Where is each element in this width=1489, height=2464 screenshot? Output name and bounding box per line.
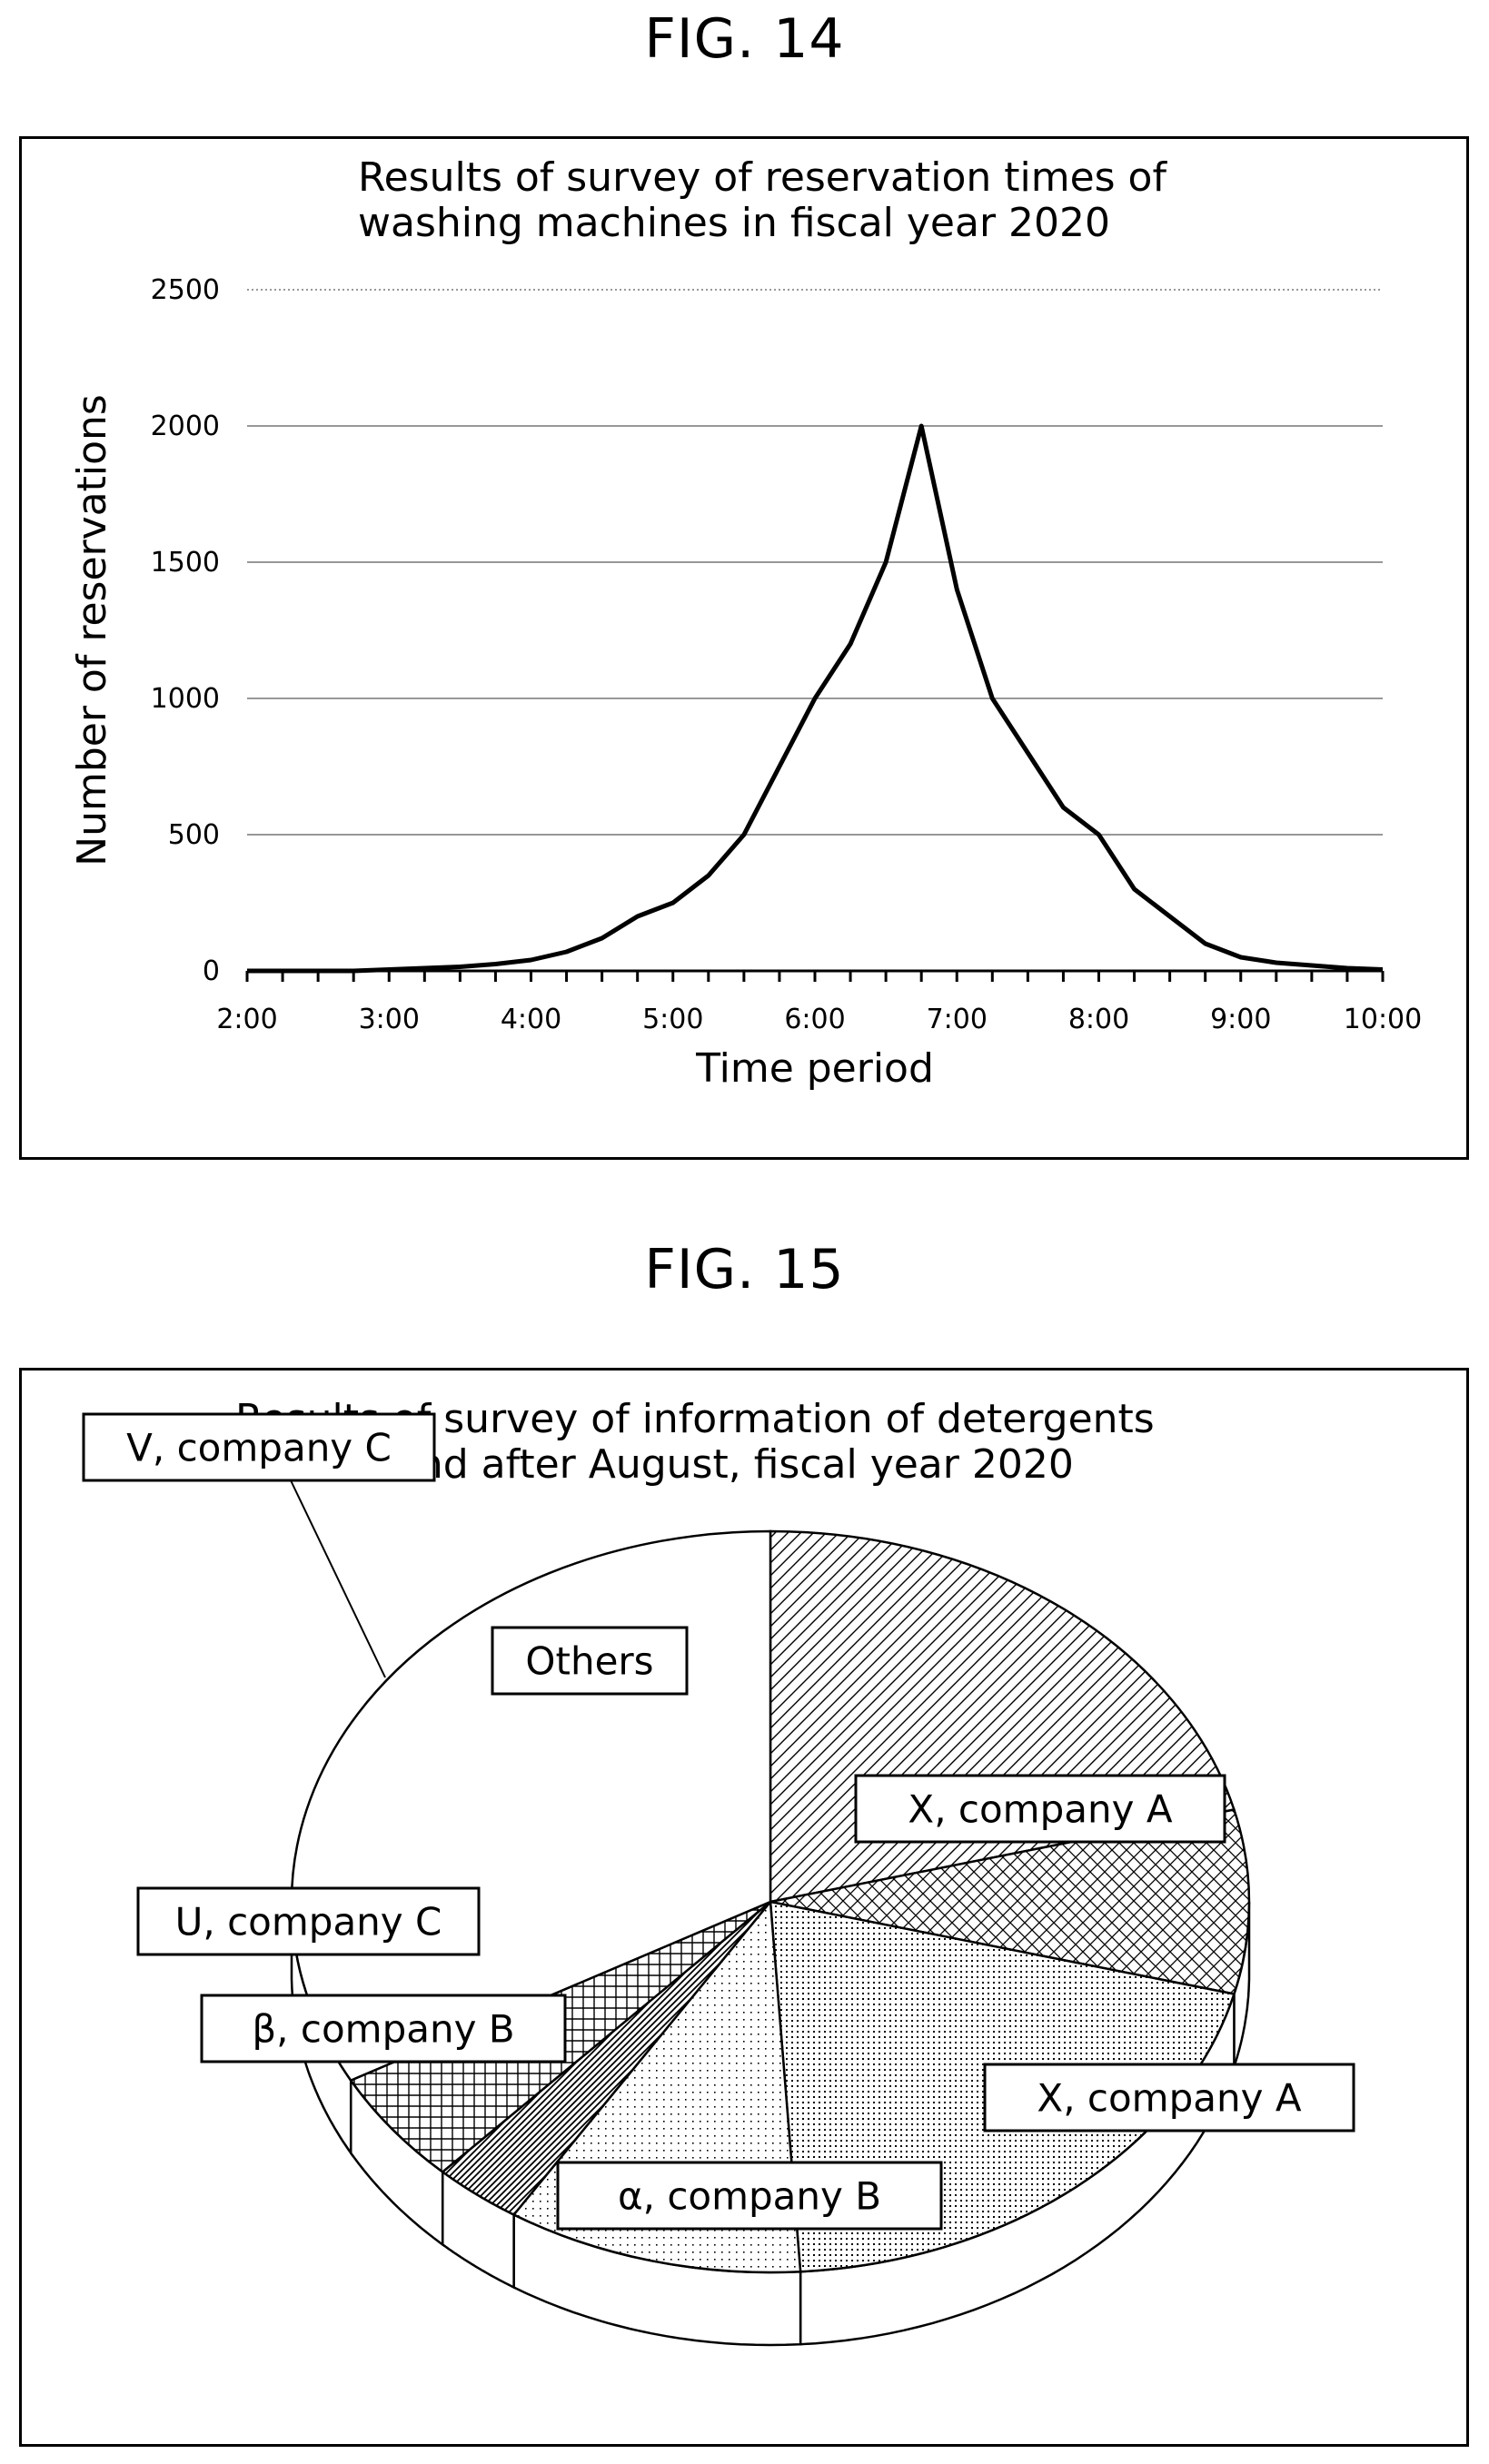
y-axis-label: Number of reservations	[69, 394, 115, 866]
slice-label-box	[854, 1774, 1226, 1844]
series-line	[247, 423, 1384, 974]
slice-label-box	[556, 2161, 943, 2231]
pie-slice	[769, 1808, 1251, 1995]
y-tick-label: 2000	[151, 411, 220, 442]
line-chart: Results of survey of reservation times o…	[69, 154, 1422, 1092]
x-tick-label: 6:00	[784, 1004, 845, 1035]
slice-label: X, company A	[1037, 2076, 1301, 2121]
slice-label: X, company A	[908, 1787, 1172, 1832]
line-chart-panel: Results of survey of reservation times o…	[19, 136, 1469, 1160]
y-tick-label: 1500	[151, 547, 220, 579]
slice-label-box	[82, 1412, 436, 1482]
slice-label: V, company C	[126, 1426, 392, 1470]
x-tick-label: 10:00	[1344, 1004, 1422, 1035]
slice-label: U, company C	[175, 1900, 442, 1944]
slice-label-box	[491, 1626, 689, 1696]
slice-label-box	[200, 1994, 567, 2063]
chart-title-line: Results of survey of reservation times o…	[358, 154, 1167, 201]
x-tick-label: 3:00	[359, 1004, 420, 1035]
slice-label: β, company B	[252, 2007, 514, 2052]
x-tick-label: 4:00	[501, 1004, 561, 1035]
pie-chart-panel: Results of survey of information of dete…	[19, 1368, 1469, 2447]
x-tick-label: 5:00	[642, 1004, 703, 1035]
figure-15-label: FIG. 15	[644, 1238, 845, 1301]
x-tick-label: 2:00	[216, 1004, 277, 1035]
x-axis-label: Time period	[695, 1045, 934, 1092]
figure-14-label: FIG. 14	[644, 7, 845, 71]
slice-label-box	[136, 1886, 481, 1956]
y-tick-label: 0	[203, 955, 220, 987]
chart-title-line: washing machines in fiscal year 2020	[358, 200, 1110, 246]
y-tick-label: 1000	[151, 683, 220, 715]
y-tick-label: 2500	[151, 274, 220, 306]
y-tick-label: 500	[168, 819, 220, 851]
pie-chart: Results of survey of information of dete…	[82, 1396, 1355, 2347]
slice-label-box	[983, 2063, 1355, 2132]
slice-label: Others	[525, 1639, 653, 1684]
leader-line	[290, 1479, 386, 1678]
slice-label: α, company B	[618, 2174, 881, 2219]
x-tick-label: 7:00	[927, 1004, 988, 1035]
x-tick-label: 8:00	[1068, 1004, 1129, 1035]
x-tick-label: 9:00	[1210, 1004, 1271, 1035]
